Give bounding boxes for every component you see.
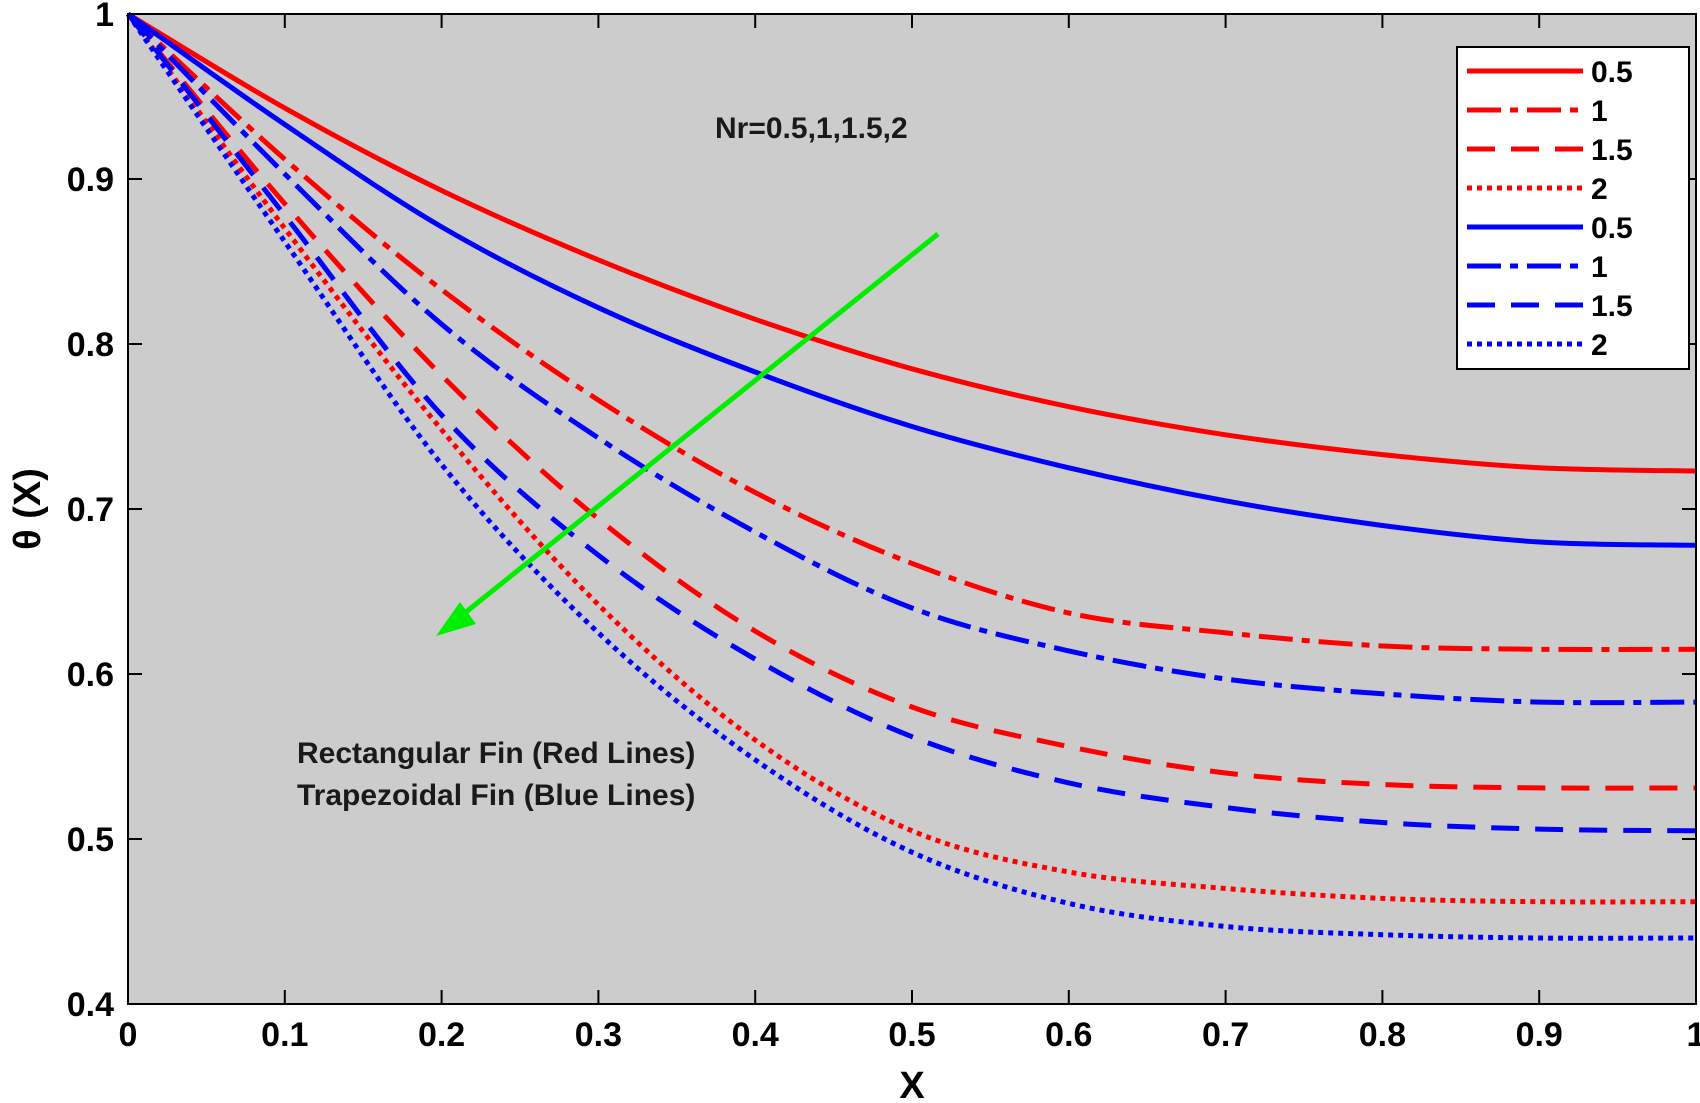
legend-label: 1 <box>1591 251 1608 284</box>
y-tick-label: 1 <box>95 0 114 34</box>
y-tick-label: 0.7 <box>67 491 114 529</box>
x-tick-label: 0 <box>119 1016 138 1054</box>
legend-label: 1.5 <box>1591 290 1633 323</box>
x-tick-label: 0.9 <box>1516 1016 1563 1054</box>
legend-label: 0.5 <box>1591 56 1633 89</box>
plot-frame <box>127 13 1697 1005</box>
series-line-rectangular-nr-1_5 <box>126 12 1697 791</box>
legend: 0.5 1 1.5 2 0.5 1 1.5 2 <box>1456 46 1690 370</box>
legend-box <box>1456 46 1690 370</box>
series-line-rectangular-nr-0_5 <box>126 11 1697 474</box>
series-layer <box>125 11 1697 941</box>
series-line-trapezoidal-nr-1_5 <box>126 12 1697 834</box>
trend-arrow <box>436 232 940 636</box>
x-tick-label: 1 <box>1687 1016 1700 1054</box>
legend-label: 1 <box>1591 95 1608 128</box>
x-tick-label: 0.5 <box>888 1016 935 1054</box>
legend-label: 0.5 <box>1591 212 1633 245</box>
y-tick-label: 0.8 <box>67 326 114 364</box>
y-tick-label: 0.6 <box>67 656 114 694</box>
plot-background <box>128 14 1696 1004</box>
x-tick-label: 0.8 <box>1359 1016 1406 1054</box>
y-axis-title: θ (X) <box>7 468 49 550</box>
legend-label: 2 <box>1591 329 1608 362</box>
rectangular-fin-annotation: Rectangular Fin (Red Lines) <box>297 737 695 770</box>
x-tick-label: 0.3 <box>575 1016 622 1054</box>
tick-layer: 0 0.1 0.2 0.3 0.4 0.5 0.6 0.7 0.8 0.9 1 0.4 0.5 0.6 0.… <box>67 0 1700 1054</box>
x-axis-title: X <box>899 1065 925 1103</box>
series-line-trapezoidal-nr-0_5 <box>126 11 1697 548</box>
legend-label: 1.5 <box>1591 134 1633 167</box>
y-tick-label: 0.9 <box>67 161 114 199</box>
trend-arrow-shaft <box>454 232 940 622</box>
x-tick-label: 0.2 <box>418 1016 465 1054</box>
trend-arrow-head <box>436 602 476 636</box>
legend-label: 2 <box>1591 173 1608 206</box>
series-line-rectangular-nr-1 <box>126 12 1697 653</box>
series-line-trapezoidal-nr-2 <box>125 12 1697 941</box>
y-tick-label: 0.5 <box>67 821 114 859</box>
x-tick-label: 0.6 <box>1045 1016 1092 1054</box>
x-tick-label: 0.7 <box>1202 1016 1249 1054</box>
x-tick-label: 0.4 <box>732 1016 779 1054</box>
series-line-trapezoidal-nr-1 <box>126 12 1697 706</box>
series-line-rectangular-nr-2 <box>125 12 1697 905</box>
nr-annotation: Nr=0.5,1,1.5,2 <box>715 112 908 145</box>
x-tick-label: 0.1 <box>261 1016 308 1054</box>
y-tick-label: 0.4 <box>67 986 114 1024</box>
trapezoidal-fin-annotation: Trapezoidal Fin (Blue Lines) <box>297 779 695 812</box>
